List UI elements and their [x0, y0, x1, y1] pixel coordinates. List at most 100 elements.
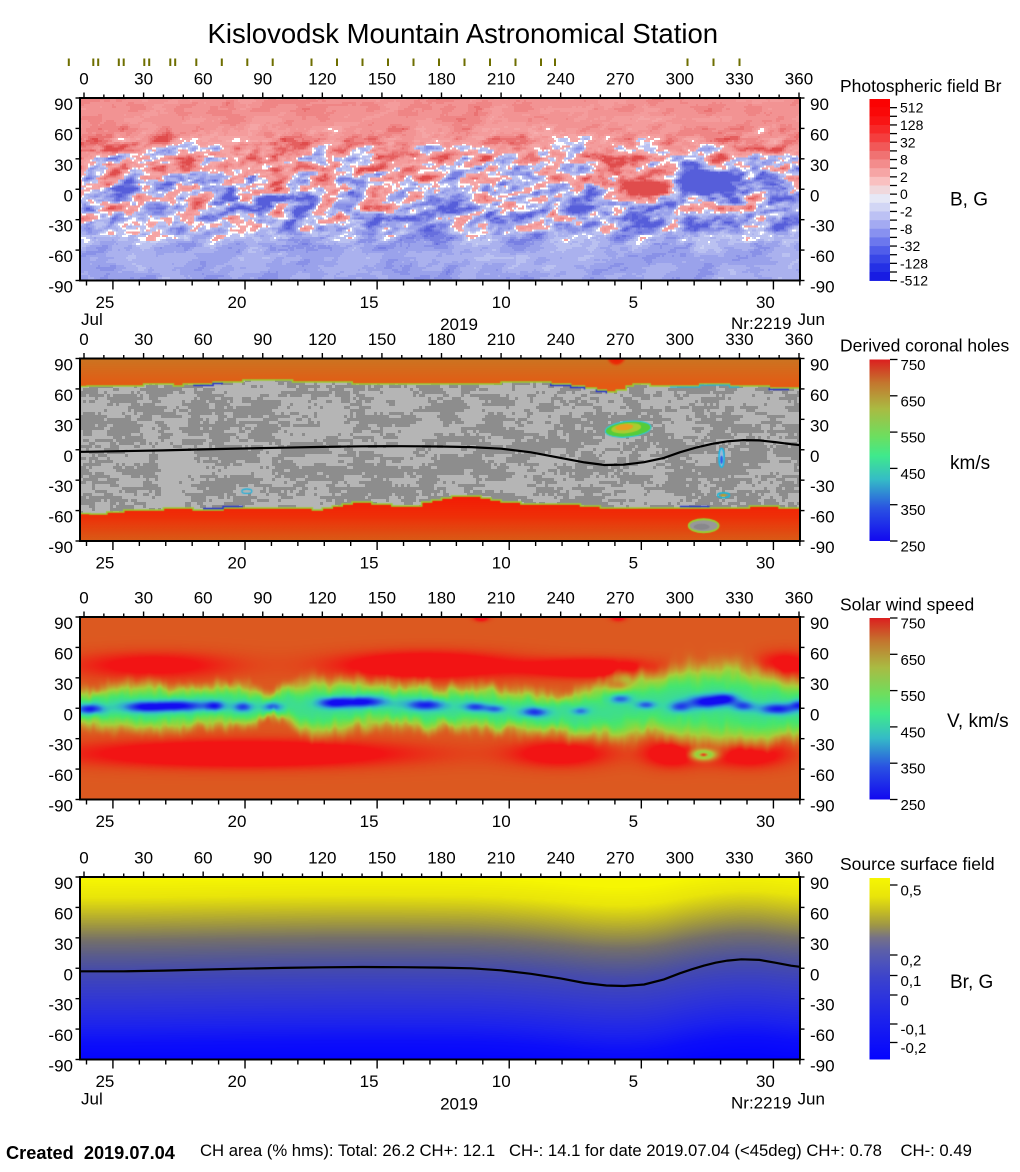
svg-text:-30: -30	[48, 477, 73, 496]
svg-text:Jul: Jul	[81, 310, 103, 329]
svg-text:330: 330	[725, 70, 753, 89]
svg-text:-90: -90	[810, 1057, 835, 1076]
svg-text:128: 128	[900, 117, 924, 133]
svg-text:30: 30	[756, 293, 775, 312]
svg-text:10: 10	[492, 812, 511, 831]
svg-text:360: 360	[785, 70, 813, 89]
svg-text:0,5: 0,5	[901, 883, 922, 900]
svg-text:-30: -30	[810, 996, 835, 1015]
svg-text:30: 30	[810, 935, 829, 954]
svg-text:30: 30	[54, 416, 73, 435]
svg-text:30: 30	[134, 70, 153, 89]
svg-text:60: 60	[810, 644, 829, 663]
svg-text:0: 0	[810, 186, 819, 205]
svg-text:CH area (% hms): Total: 26.2 C: CH area (% hms): Total: 26.2 CH+: 12.1 C…	[200, 1141, 972, 1160]
svg-text:5: 5	[629, 554, 638, 573]
svg-text:300: 300	[666, 849, 694, 868]
svg-text:5: 5	[629, 293, 638, 312]
svg-text:20: 20	[228, 812, 247, 831]
svg-text:-30: -30	[810, 736, 835, 755]
svg-text:150: 150	[368, 589, 396, 608]
svg-text:-60: -60	[810, 766, 835, 785]
svg-text:-90: -90	[48, 797, 73, 816]
svg-text:Kislovodsk Mountain Astronomic: Kislovodsk Mountain Astronomical Station	[208, 18, 719, 49]
svg-text:20: 20	[228, 554, 247, 573]
svg-text:60: 60	[194, 589, 213, 608]
svg-text:90: 90	[810, 614, 829, 633]
svg-text:0: 0	[79, 70, 88, 89]
svg-text:-30: -30	[48, 996, 73, 1015]
svg-text:150: 150	[368, 849, 396, 868]
svg-text:150: 150	[368, 330, 396, 349]
svg-text:V, km/s: V, km/s	[947, 711, 1009, 732]
svg-text:20: 20	[228, 1072, 247, 1091]
svg-text:90: 90	[253, 589, 272, 608]
svg-text:90: 90	[253, 70, 272, 89]
svg-text:10: 10	[492, 293, 511, 312]
svg-text:-0,2: -0,2	[901, 1040, 927, 1057]
svg-text:240: 240	[546, 849, 574, 868]
svg-text:90: 90	[253, 330, 272, 349]
svg-text:650: 650	[901, 393, 926, 410]
svg-text:-8: -8	[900, 221, 913, 237]
svg-text:450: 450	[901, 724, 926, 741]
svg-text:15: 15	[360, 293, 379, 312]
svg-text:5: 5	[629, 1072, 638, 1091]
svg-text:90: 90	[253, 849, 272, 868]
svg-text:300: 300	[666, 70, 694, 89]
svg-text:0: 0	[64, 186, 73, 205]
svg-text:-90: -90	[48, 278, 73, 297]
svg-text:550: 550	[901, 688, 926, 705]
svg-text:20: 20	[228, 293, 247, 312]
svg-text:360: 360	[785, 589, 813, 608]
svg-text:330: 330	[725, 849, 753, 868]
svg-text:450: 450	[901, 466, 926, 483]
svg-text:0: 0	[64, 965, 73, 984]
svg-text:210: 210	[487, 849, 515, 868]
svg-text:Jul: Jul	[81, 1090, 103, 1109]
svg-text:-60: -60	[48, 247, 73, 266]
svg-text:30: 30	[756, 812, 775, 831]
svg-text:30: 30	[134, 589, 153, 608]
svg-text:10: 10	[492, 1072, 511, 1091]
svg-text:B, G: B, G	[950, 190, 988, 211]
svg-text:30: 30	[54, 675, 73, 694]
svg-text:550: 550	[901, 430, 926, 447]
svg-text:-60: -60	[810, 1026, 835, 1045]
svg-text:Derived coronal holes: Derived coronal holes	[840, 336, 1010, 356]
svg-text:-90: -90	[810, 797, 835, 816]
svg-text:30: 30	[54, 935, 73, 954]
svg-text:300: 300	[666, 330, 694, 349]
svg-text:30: 30	[810, 416, 829, 435]
svg-text:90: 90	[54, 614, 73, 633]
svg-text:512: 512	[900, 100, 924, 116]
svg-text:0: 0	[64, 705, 73, 724]
svg-text:Nr:2219: Nr:2219	[731, 1094, 791, 1113]
svg-text:-32: -32	[900, 238, 920, 254]
svg-text:210: 210	[487, 70, 515, 89]
svg-text:-60: -60	[810, 247, 835, 266]
svg-text:-90: -90	[810, 538, 835, 557]
svg-text:750: 750	[901, 616, 926, 633]
svg-text:km/s: km/s	[950, 453, 990, 474]
svg-text:270: 270	[606, 330, 634, 349]
svg-text:250: 250	[901, 539, 926, 556]
svg-text:Created 2019.07.04: Created 2019.07.04	[6, 1143, 176, 1163]
svg-text:60: 60	[194, 330, 213, 349]
svg-text:-60: -60	[48, 766, 73, 785]
svg-text:30: 30	[756, 554, 775, 573]
svg-text:0: 0	[79, 589, 88, 608]
svg-text:-90: -90	[810, 278, 835, 297]
svg-text:-60: -60	[48, 508, 73, 527]
svg-text:270: 270	[606, 70, 634, 89]
svg-text:15: 15	[360, 1072, 379, 1091]
svg-text:240: 240	[546, 330, 574, 349]
svg-text:60: 60	[54, 386, 73, 405]
svg-text:90: 90	[54, 95, 73, 114]
svg-text:-90: -90	[48, 538, 73, 557]
svg-text:180: 180	[427, 849, 455, 868]
svg-text:-30: -30	[48, 736, 73, 755]
svg-text:Jun: Jun	[798, 310, 825, 329]
svg-text:60: 60	[194, 70, 213, 89]
svg-text:650: 650	[901, 652, 926, 669]
